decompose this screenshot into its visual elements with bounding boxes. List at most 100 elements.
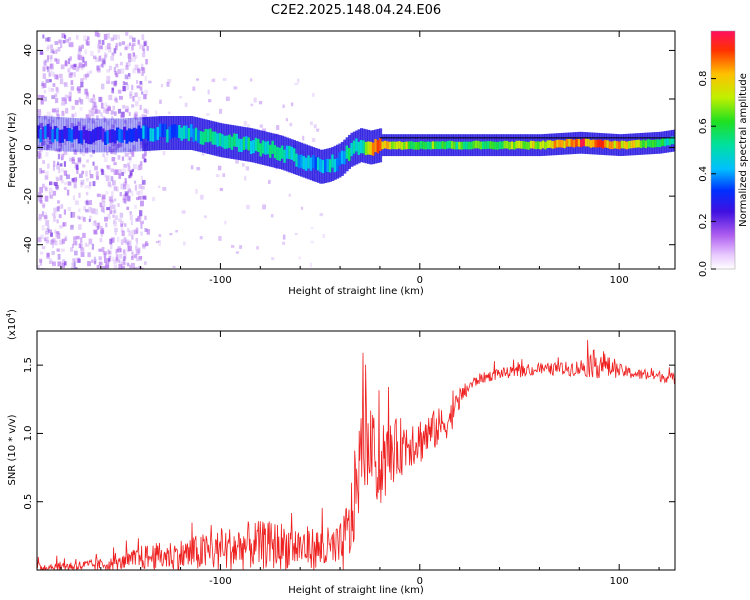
scatter-blob [47,163,50,169]
ridge-cell [503,140,507,149]
scatter-blob [41,140,44,146]
ridge-cell [252,140,256,154]
scatter-blob [225,96,230,102]
scatter-blob [139,43,142,50]
scatter-blob [48,229,53,234]
scatter-blob [162,186,167,191]
scatter-blob [67,67,71,73]
ridge-cell [53,126,57,140]
scatter-blob [64,94,69,99]
scatter-blob [39,258,43,263]
scatter-blob [79,98,84,105]
scatter-blob [290,102,294,107]
ridge-cell [383,140,387,149]
scatter-blob [81,44,85,49]
ridge-cell [80,130,84,144]
scatter-blob [46,144,50,150]
scatter-blob [110,168,115,173]
scatter-blob [125,62,128,67]
scatter-blob [137,96,142,101]
scatter-blob [75,164,79,170]
scatter-blob [56,248,60,252]
scatter-blob [77,50,82,56]
scatter-blob [81,215,85,220]
ridge-cell [297,155,301,169]
ridge-cell [226,135,230,149]
ridge-cell [604,139,608,148]
scatter-blob [106,151,109,156]
ridge-cell [443,141,447,150]
scatter-blob [44,175,49,180]
ridge-cell [386,141,390,150]
ridge-cell [89,131,93,145]
ridge-cell [508,141,512,150]
scatter-blob [117,246,121,251]
scatter-blob [119,141,123,148]
scatter-blob [93,256,97,262]
ridge-cell [582,138,586,147]
scatter-blob [63,34,67,39]
scatter-blob [78,192,81,199]
scatter-blob [82,152,85,156]
scatter-blob [127,165,130,172]
scatter-blob [52,165,55,171]
scatter-blob [75,240,78,246]
scatter-blob [93,261,97,265]
scatter-blob [40,200,43,204]
scatter-blob [67,181,72,186]
scatter-blob [212,78,216,82]
ridge-cell [94,127,98,141]
scatter-blob [97,48,101,53]
ridge-cell [319,158,323,173]
scatter-blob [302,299,306,302]
scatter-blob [96,65,101,71]
scatter-blob [113,198,117,202]
ridge-cell [223,135,227,149]
scatter-blob [46,46,49,52]
scatter-blob [39,167,43,174]
scatter-blob [139,83,144,87]
scatter-blob [63,209,66,215]
scatter-blob [58,147,62,153]
ridge-cell [197,129,201,144]
ridge-cell [312,155,316,169]
scatter-blob [128,57,132,63]
ridge-cell [209,128,213,142]
ridge-cell [436,141,440,150]
colorbar-tick-label: 0.8 [698,71,709,87]
scatter-blob [167,78,172,83]
ridge-cell [348,147,352,162]
scatter-blob [103,156,108,163]
scatter-blob [78,208,81,212]
scatter-blob [78,243,82,249]
scatter-blob [80,99,84,104]
scatter-blob [111,145,115,150]
scatter-blob [97,44,100,49]
scatter-blob [323,270,326,272]
ridge-cell [482,141,486,150]
y-tick-label: -20 [23,188,34,204]
scatter-blob [111,180,116,186]
scatter-blob [125,239,129,245]
scatter-blob [137,184,142,189]
scatter-blob [91,111,95,117]
ridge-cell [333,159,337,173]
ridge-cell [237,138,241,152]
scatter-blob [144,228,148,232]
scatter-blob [122,168,127,174]
scatter-blob [133,180,137,184]
scatter-blob [103,253,107,259]
scatter-blob [123,237,127,244]
scatter-blob [98,248,102,252]
ridge-cell [235,133,239,148]
scatter-blob [37,151,41,157]
scatter-blob [60,65,65,70]
ridge-cell [261,140,265,154]
ridge-cell [470,141,474,150]
scatter-blob [56,206,60,212]
scatter-blob [140,223,143,229]
scatter-blob [51,95,56,100]
scatter-blob [78,224,82,230]
scatter-blob [104,216,108,222]
scatter-blob [289,122,293,127]
